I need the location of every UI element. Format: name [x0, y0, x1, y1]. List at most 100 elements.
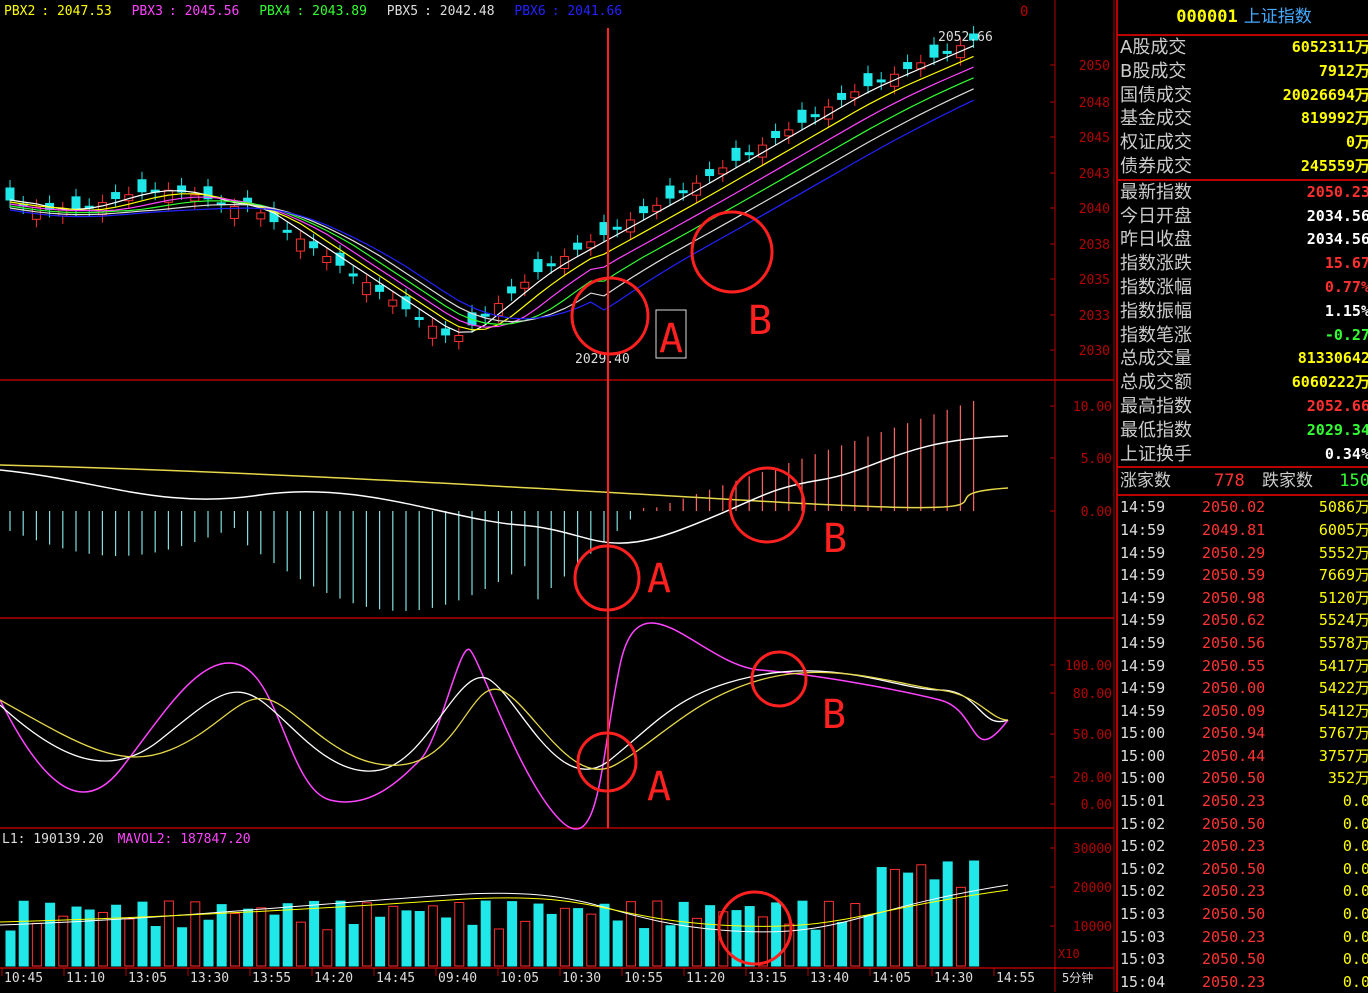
- tick-row[interactable]: 15:03 2050.23 0.0: [1118, 926, 1368, 949]
- tick-time: 15:03: [1120, 927, 1166, 946]
- volume-bar-down: [876, 867, 887, 967]
- tick-row[interactable]: 15:02 2050.50 0.0: [1118, 858, 1368, 881]
- tick-row[interactable]: 14:59 2050.29 5552万: [1118, 542, 1368, 565]
- chart-area[interactable]: 2050 2048 2045 2043 2040 2038 2035 2033 2030 10.0…: [0, 0, 1116, 992]
- time-tick-label: 13:40: [810, 971, 849, 986]
- kdj-tick-label: 20.00: [1073, 771, 1112, 786]
- tick-row[interactable]: 14:59 2050.62 5524万: [1118, 609, 1368, 632]
- stat-value: 15.67: [1324, 254, 1368, 273]
- tick-row[interactable]: 14:59 2050.98 5120万: [1118, 587, 1368, 610]
- volume-bar-down: [243, 908, 254, 967]
- volume-tick-label: 30000: [1073, 842, 1112, 857]
- time-tick-label: 13:05: [128, 971, 167, 986]
- tick-row[interactable]: 15:04 2050.23 0.0: [1118, 971, 1368, 993]
- turnover-row: 权证成交 0万: [1118, 131, 1368, 155]
- candle-up: [625, 219, 635, 233]
- candle-up: [229, 205, 239, 219]
- volume-bar-down: [282, 903, 293, 967]
- candle-down: [375, 284, 385, 292]
- time-tick-label: 11:20: [686, 971, 725, 986]
- tick-time: 14:59: [1120, 498, 1166, 517]
- annotation-box-a: [655, 309, 687, 359]
- volume-bar-down: [533, 903, 544, 967]
- volume-bar-up: [784, 923, 795, 967]
- tick-row[interactable]: 14:59 2049.81 6005万: [1118, 519, 1368, 542]
- tick-row[interactable]: 14:59 2050.59 7669万: [1118, 564, 1368, 587]
- tick-time: 14:59: [1120, 543, 1166, 562]
- tick-list[interactable]: 14:59 2050.02 5086万 14:59 2049.81 6005万 14:59 2…: [1118, 496, 1368, 993]
- tick-time: 15:02: [1120, 882, 1166, 901]
- volume-bar-up: [757, 916, 768, 967]
- volume-bar-down: [969, 860, 980, 967]
- volume-bar-up: [322, 929, 333, 967]
- period-label: 5分钟: [1062, 970, 1093, 985]
- tick-volume: 5552万: [1318, 543, 1368, 562]
- pbx5-label: PBX5: 2042.48: [386, 4, 495, 19]
- volume-bar-up: [955, 886, 966, 967]
- stat-label: 昨日收盘: [1120, 229, 1192, 251]
- tick-time: 14:59: [1120, 520, 1166, 539]
- tick-volume: 0.0: [1342, 814, 1368, 833]
- tick-row[interactable]: 15:00 2050.50 352万: [1118, 767, 1368, 790]
- tick-price: 2050.00: [1202, 679, 1266, 698]
- moving-average-line: [9, 99, 974, 320]
- tick-row[interactable]: 15:03 2050.50 0.0: [1118, 948, 1368, 971]
- turnover-row: 债券成交 245559万: [1118, 155, 1368, 179]
- stat-label: 指数涨跌: [1120, 253, 1192, 275]
- volume-bar-up: [295, 921, 306, 967]
- tick-row[interactable]: 14:59 2050.56 5578万: [1118, 632, 1368, 655]
- kdj-tick-label: 0.00: [1081, 798, 1112, 813]
- tick-row[interactable]: 15:01 2050.23 0.0: [1118, 790, 1368, 813]
- tick-row[interactable]: 15:03 2050.50 0.0: [1118, 903, 1368, 926]
- moving-average-line: [9, 45, 974, 333]
- low-price-label: 2029.40: [575, 352, 630, 367]
- tick-time: 15:02: [1120, 837, 1166, 856]
- pbx4-label: PBX4: 2043.89: [259, 4, 367, 19]
- volume-bar-down: [216, 904, 227, 967]
- candle-up: [784, 129, 794, 137]
- tick-price: 2049.81: [1202, 520, 1266, 539]
- stat-label: 总成交额: [1120, 372, 1192, 394]
- candle-up: [718, 167, 728, 175]
- candle-down: [731, 147, 741, 161]
- tick-row[interactable]: 14:59 2050.09 5412万: [1118, 700, 1368, 723]
- index-stat-row: 今日开盘 2034.56: [1118, 205, 1368, 229]
- tick-price: 2050.23: [1202, 837, 1266, 856]
- volume-bar-up: [916, 864, 927, 967]
- tick-row[interactable]: 15:02 2050.50 0.0: [1118, 813, 1368, 836]
- index-code: 000001: [1176, 7, 1238, 27]
- macd-circle-a: [573, 544, 641, 612]
- stat-value: 81330642: [1297, 349, 1368, 368]
- volume-bar-down: [731, 910, 742, 967]
- time-tick-label: 14:45: [376, 971, 415, 986]
- kdj-tick-label: 100.00: [1065, 659, 1112, 674]
- tick-row[interactable]: 14:59 2050.00 5422万: [1118, 677, 1368, 700]
- tick-row[interactable]: 15:00 2050.44 3757万: [1118, 745, 1368, 768]
- quote-panel: 000001 上证指数 A股成交 6052311万 B股成交 7912万 国债成交 2002…: [1116, 0, 1368, 992]
- volume-bar-up: [454, 902, 465, 967]
- tick-row[interactable]: 14:59 2050.02 5086万: [1118, 496, 1368, 519]
- tick-volume: 5422万: [1318, 679, 1368, 698]
- kdj-k-line: [0, 670, 1009, 772]
- tick-row[interactable]: 15:00 2050.94 5767万: [1118, 722, 1368, 745]
- tick-price: 2050.50: [1202, 859, 1266, 878]
- tick-time: 15:01: [1120, 792, 1166, 811]
- volume-bar-down: [639, 928, 650, 967]
- volume-bar-down: [441, 917, 452, 967]
- chart-canvas[interactable]: 2050 2048 2045 2043 2040 2038 2035 2033 2030 10.0…: [0, 0, 1116, 992]
- tick-row[interactable]: 15:02 2050.23 0.0: [1118, 880, 1368, 903]
- price-tick-label: 2048: [1079, 96, 1110, 111]
- time-tick-label: 13:30: [190, 971, 229, 986]
- candle-down: [414, 317, 424, 321]
- volume-bar-up: [850, 903, 861, 967]
- tick-volume: 5767万: [1318, 724, 1368, 743]
- tick-row[interactable]: 15:02 2050.23 0.0: [1118, 835, 1368, 858]
- stat-value: 0.77%: [1324, 277, 1368, 296]
- tick-row[interactable]: 14:59 2050.55 5417万: [1118, 655, 1368, 678]
- candle-down: [678, 190, 688, 194]
- candle-up: [520, 281, 530, 289]
- candle-down: [5, 187, 15, 201]
- tick-time: 14:59: [1120, 633, 1166, 652]
- tick-volume: 0.0: [1342, 859, 1368, 878]
- index-stat-row: 最高指数 2052.66: [1118, 395, 1368, 419]
